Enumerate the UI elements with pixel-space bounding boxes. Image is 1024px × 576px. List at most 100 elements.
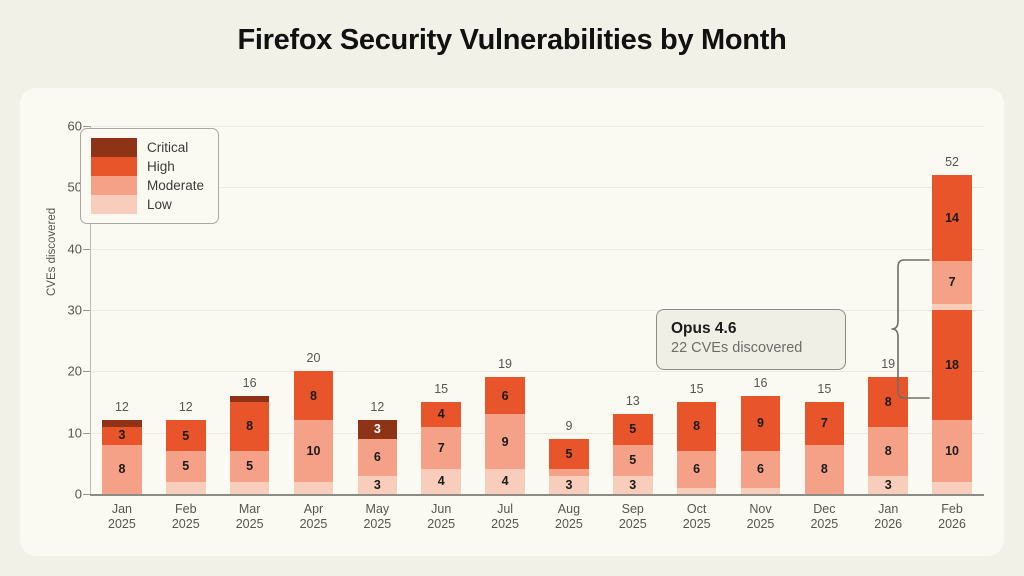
bar-segment-low[interactable] <box>293 481 334 494</box>
bar-stack[interactable]: 6 8 15 <box>676 126 717 494</box>
bar-stack[interactable]: 3 8 8 19 <box>868 126 908 494</box>
bar-segment-high[interactable]: 8 <box>229 402 270 452</box>
bar-segment-high[interactable]: 4 <box>421 402 461 427</box>
bar-segment-low[interactable] <box>676 487 717 494</box>
bar-segment-value: 6 <box>373 449 381 464</box>
bar-segments: 10 18 7 14 <box>932 175 972 494</box>
bar-total-label: 15 <box>817 382 832 396</box>
bar-segment-value: 5 <box>182 428 190 443</box>
x-axis-tick-line: Oct <box>686 502 707 516</box>
x-axis-tick-label: Jan 2026 <box>856 502 920 532</box>
bar-segment-moderate[interactable]: 7 <box>421 426 461 470</box>
bar-segment-high[interactable]: 5 <box>165 420 206 452</box>
bar-segment-low[interactable]: 3 <box>549 475 589 494</box>
x-axis-tick-label: Aug 2025 <box>537 502 601 532</box>
bar-segment-low[interactable]: 4 <box>485 469 525 494</box>
bar-segment-low[interactable]: 3 <box>868 475 908 494</box>
x-axis-tick-line: 2025 <box>618 517 647 531</box>
bar-total-label: 16 <box>753 375 768 390</box>
x-axis-tick-line: 2026 <box>938 517 966 531</box>
bar-segment-moderate[interactable]: 8 <box>804 444 845 494</box>
bar-stack[interactable]: 5 8 16 <box>229 126 270 494</box>
bar-segment-moderate[interactable]: 8 <box>102 444 142 494</box>
bar-segment-low[interactable] <box>740 487 781 494</box>
bar-stack[interactable]: 3 5 5 13 <box>612 126 653 494</box>
x-axis-tick-label: Sep 2025 <box>601 502 665 532</box>
bar-segment-moderate[interactable]: 10 <box>293 420 334 482</box>
x-axis-tick-line: May <box>365 502 390 516</box>
bar-segment-moderate[interactable]: 6 <box>740 451 781 488</box>
y-axis-tick-mark <box>83 248 90 250</box>
legend-label-critical: Critical <box>147 140 189 155</box>
bar-segment-low[interactable]: 4 <box>421 469 461 494</box>
bar-segment-critical[interactable] <box>102 420 142 427</box>
bar-segment-low[interactable] <box>165 481 206 494</box>
bar-segment-high[interactable]: 8 <box>676 402 717 452</box>
x-axis-tick-line: Jan <box>878 502 899 516</box>
x-axis-tick-label: Feb 2025 <box>154 502 218 532</box>
bar-segment-low[interactable] <box>229 481 270 494</box>
y-axis-tick-label: 10 <box>67 425 82 441</box>
bar-segment-high[interactable]: 7 <box>804 402 845 445</box>
bar-segment-moderate[interactable]: 8 <box>868 426 908 476</box>
bar-segment-low[interactable]: 3 <box>612 475 653 494</box>
bar-stack[interactable]: 3 6 3 12 <box>357 126 398 494</box>
bar-total-label: 9 <box>565 418 573 433</box>
bar-stack[interactable]: 6 9 16 <box>740 126 781 494</box>
bar-segment-moderate[interactable]: 5 <box>165 451 206 482</box>
bar-total-label: 12 <box>114 400 129 415</box>
bar-stack[interactable]: 5 5 12 <box>165 126 206 494</box>
bar-segment-value: 8 <box>884 394 892 409</box>
bar-segment-high[interactable]: 18 <box>932 310 972 421</box>
bar-segment-critical[interactable] <box>229 395 270 403</box>
bar-segment-moderate[interactable]: 9 <box>485 414 525 470</box>
bar-segment-moderate[interactable]: 5 <box>612 444 653 476</box>
bar-segments: 3 5 5 <box>612 414 653 494</box>
bar-segment-moderate[interactable]: 7 <box>932 260 972 304</box>
bar-segment-moderate[interactable]: 5 <box>229 451 270 482</box>
bar-segment-value: 8 <box>884 443 892 458</box>
bar-segment-value: 7 <box>948 275 956 290</box>
x-axis-tick-line: Apr <box>303 502 324 516</box>
bar-stack[interactable]: 4 7 4 15 <box>421 126 461 494</box>
bar-segment-low[interactable]: 3 <box>357 475 398 494</box>
bar-segment-value: 7 <box>437 440 445 455</box>
bar-segment-high[interactable]: 9 <box>740 395 781 452</box>
bar-segment-critical[interactable]: 3 <box>357 420 398 439</box>
bar-segment-high[interactable]: 14 <box>932 175 972 261</box>
bar-segment-value: 6 <box>693 462 701 477</box>
bar-segment-low[interactable] <box>932 481 972 494</box>
bar-segment-high[interactable]: 6 <box>485 377 525 415</box>
bar-stack[interactable]: 8 3 12 <box>102 126 142 494</box>
bar-segment-value: 14 <box>945 210 959 225</box>
bar-total-label: 52 <box>945 155 959 170</box>
bar-segment-high[interactable]: 5 <box>549 438 589 470</box>
gridline <box>90 126 984 127</box>
bar-segment-high[interactable]: 5 <box>612 414 653 445</box>
y-axis-tick-mark <box>83 126 90 127</box>
bar-segment-value: 3 <box>373 422 381 437</box>
bar-stack[interactable]: 8 7 15 <box>804 126 845 494</box>
bar-segment-high[interactable]: 8 <box>868 377 908 427</box>
bar-segment-high[interactable]: 8 <box>293 371 334 421</box>
y-axis-label: CVEs discovered <box>46 207 58 296</box>
x-axis-tick-line: 2025 <box>363 517 392 531</box>
bar-segment-moderate[interactable]: 6 <box>357 438 398 476</box>
x-axis-tick-line: 2025 <box>171 517 200 531</box>
x-axis-tick-label: Jan 2025 <box>90 502 154 532</box>
bar-stack[interactable]: 3 5 9 <box>549 126 589 494</box>
legend-swatch-high <box>91 157 137 176</box>
bar-segment-moderate[interactable]: 10 <box>932 420 972 482</box>
bar-segment-high[interactable]: 3 <box>102 426 142 445</box>
x-axis-tick-line: 2025 <box>299 517 328 531</box>
bar-stack[interactable]: 10 18 7 14 52 <box>932 126 972 494</box>
bar-segment-value: 5 <box>246 459 254 474</box>
bar-segment-moderate[interactable]: 6 <box>676 451 717 488</box>
y-axis-tick-mark <box>83 371 90 373</box>
bar-segment-moderate[interactable] <box>549 469 589 476</box>
bar-stack[interactable]: 10 8 20 <box>293 126 334 494</box>
bar-segment-low[interactable] <box>932 303 972 311</box>
bar-stack[interactable]: 4 9 6 19 <box>485 126 525 494</box>
y-axis-tick-mark <box>83 432 90 434</box>
